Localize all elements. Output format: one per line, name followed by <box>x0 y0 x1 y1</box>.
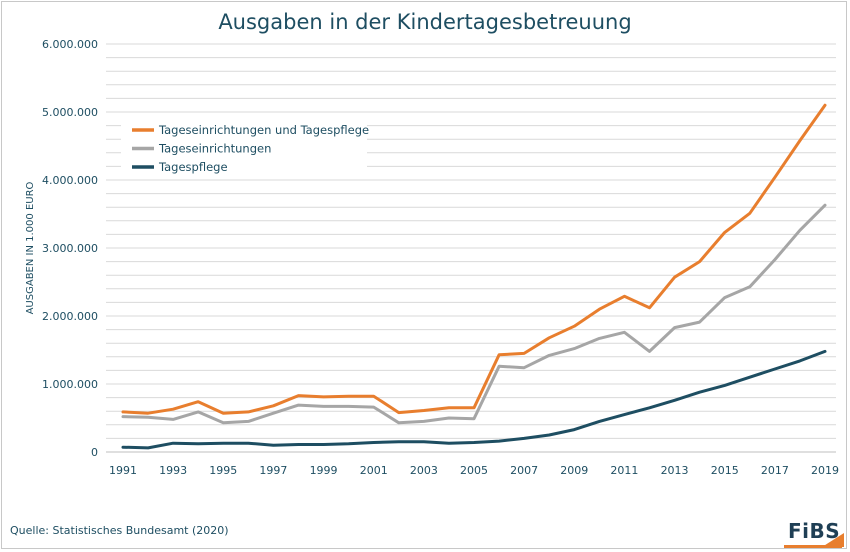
x-tick-label: 1997 <box>259 464 287 477</box>
x-tick-labels: 1991 1993 1995 1997 1999 2001 2003 2005 2007 2009… <box>109 464 839 477</box>
x-tick-label: 2011 <box>610 464 638 477</box>
y-axis-title: AUSGABEN IN 1.000 EURO <box>25 181 36 314</box>
y-tick-label: 3.000.000 <box>42 242 98 255</box>
y-tick-labels: 0 1.000.000 2.000.000 3.000.000 4.000.000 5.0… <box>42 38 98 459</box>
legend: Tageseinrichtungen und Tagespflege Tagese… <box>121 119 369 175</box>
brand-logo-underline <box>784 545 842 548</box>
legend-label: Tagespflege <box>158 160 228 174</box>
source-note: Quelle: Statistisches Bundesamt (2020) <box>10 524 229 537</box>
x-tick-label: 1991 <box>109 464 137 477</box>
x-tick-label: 2009 <box>560 464 588 477</box>
y-tick-label: 0 <box>91 446 98 459</box>
x-tick-label: 2013 <box>661 464 689 477</box>
series-lines <box>121 103 827 450</box>
brand-logo-swoosh <box>822 533 844 547</box>
y-tick-label: 4.000.000 <box>42 174 98 187</box>
x-tick-label: 1995 <box>209 464 237 477</box>
x-tick-label: 2019 <box>811 464 839 477</box>
y-tick-label: 5.000.000 <box>42 106 98 119</box>
y-tick-label: 6.000.000 <box>42 38 98 51</box>
y-tick-label: 1.000.000 <box>42 378 98 391</box>
x-tick-label: 2003 <box>410 464 438 477</box>
y-tick-label: 2.000.000 <box>42 310 98 323</box>
x-tick-label: 1993 <box>159 464 187 477</box>
legend-background <box>121 119 367 175</box>
series-line <box>121 349 827 450</box>
grid-lines <box>106 43 836 439</box>
legend-label: Tageseinrichtungen <box>158 142 271 156</box>
legend-label: Tageseinrichtungen und Tagespflege <box>158 123 369 137</box>
chart-title: Ausgaben in der Kindertagesbetreuung <box>218 10 632 34</box>
x-tick-label: 2001 <box>360 464 388 477</box>
x-tick-label: 2017 <box>761 464 789 477</box>
x-tick-label: 2007 <box>510 464 538 477</box>
series-line <box>121 103 827 415</box>
x-tick-label: 2015 <box>711 464 739 477</box>
series-line <box>121 203 827 425</box>
x-tick-label: 1999 <box>310 464 338 477</box>
x-tick-label: 2005 <box>460 464 488 477</box>
